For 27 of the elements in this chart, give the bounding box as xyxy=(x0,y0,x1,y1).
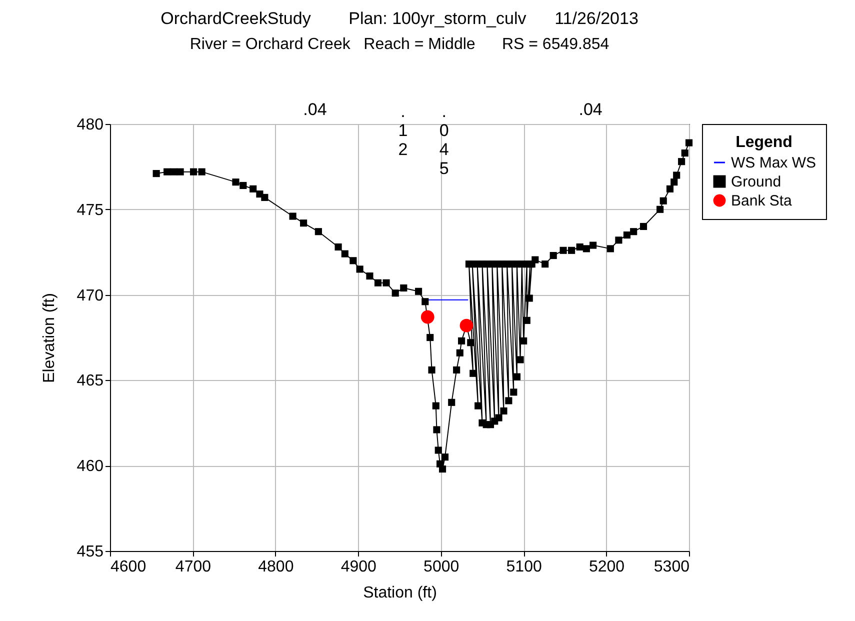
text: .04 xyxy=(303,100,327,119)
text: .04 xyxy=(578,100,602,119)
x-tick-label: 4800 xyxy=(258,558,294,576)
y-tick-label: 480 xyxy=(76,116,104,134)
x-tick-label: 5200 xyxy=(588,558,625,576)
x-tick-label: 4900 xyxy=(340,558,377,576)
annotation: .04 xyxy=(439,102,449,159)
annotation: .12 xyxy=(398,102,408,159)
legend-title: Legend xyxy=(736,134,792,151)
y-tick-label: 460 xyxy=(76,458,104,476)
y-tick-label: 470 xyxy=(76,287,104,304)
x-tick-label: 5300 xyxy=(654,558,690,576)
x-tick-label: 4600 xyxy=(110,558,146,576)
legend-label: WS Max WS xyxy=(731,154,816,172)
y-axis-title: Elevation (ft) xyxy=(40,293,58,383)
text: 5 xyxy=(439,159,449,178)
x-axis-title: Station (ft) xyxy=(363,584,437,602)
chart-title: OrchardCreekStudy Plan: 100yr_storm_culv 11/26/2013 xyxy=(160,9,638,28)
chart-subtitle: River = Orchard Creek Reach = Middle RS = 6549.854 xyxy=(190,36,610,53)
x-tick-label: 4700 xyxy=(175,558,212,576)
legend-label: Ground xyxy=(731,174,782,190)
y-tick-label: 475 xyxy=(76,202,104,219)
y-tick-label: 455 xyxy=(76,544,104,560)
x-tick-label: 5000 xyxy=(424,558,460,576)
x-tick-label: 5100 xyxy=(506,558,542,576)
legend-label: Bank Sta xyxy=(731,192,793,210)
y-tick-label: 465 xyxy=(76,372,104,390)
